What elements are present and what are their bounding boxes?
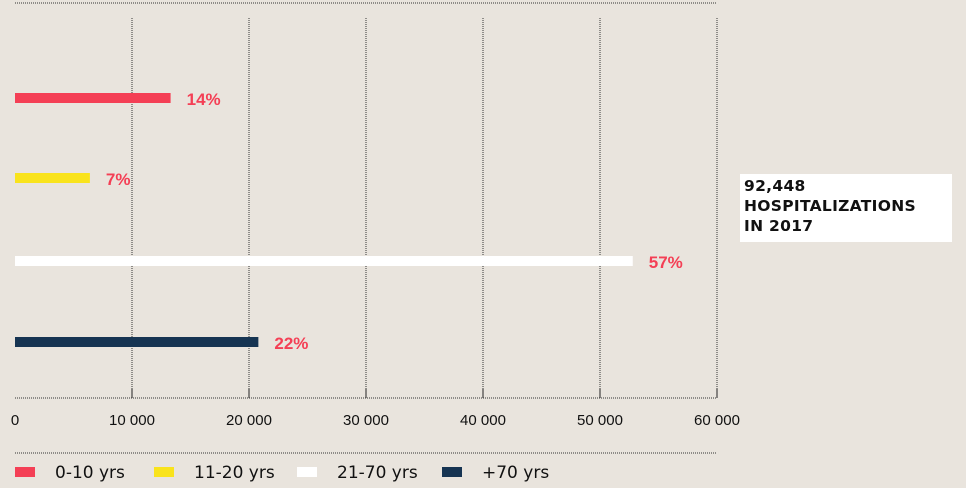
annotation-line-label: HOSPITALIZATIONS	[744, 197, 916, 215]
bar-data-label: 14%	[187, 90, 221, 109]
x-tick-label: 10 000	[109, 412, 155, 429]
legend-label: 21-70 yrs	[337, 463, 418, 483]
x-tick-label: 40 000	[460, 412, 506, 429]
data-labels: 14% 7% 57% 22%	[106, 90, 683, 353]
legend-label: +70 yrs	[482, 463, 549, 483]
x-tick-label: 20 000	[226, 412, 272, 429]
x-tick-label: 50 000	[577, 412, 623, 429]
x-tick-label: 60 000	[694, 412, 740, 429]
annotation-line-total: 92,448	[744, 177, 806, 195]
legend-swatch	[297, 467, 317, 477]
legend: 0-10 yrs 11-20 yrs 21-70 yrs +70 yrs	[15, 452, 717, 483]
legend-label: 11-20 yrs	[194, 463, 275, 483]
legend-swatch	[154, 467, 174, 477]
bar-data-label: 22%	[274, 334, 308, 353]
grid-lines	[15, 18, 718, 399]
bar	[15, 93, 171, 103]
legend-swatch	[15, 467, 35, 477]
bar	[15, 256, 633, 266]
legend-swatch	[442, 467, 462, 477]
bar-data-label: 57%	[649, 253, 683, 272]
x-tick-label: 0	[11, 412, 19, 429]
bars	[15, 93, 633, 347]
annotation-line-year: IN 2017	[744, 217, 814, 235]
legend-label: 0-10 yrs	[55, 463, 125, 483]
x-tick-label: 30 000	[343, 412, 389, 429]
bar	[15, 337, 259, 347]
x-axis-ticks: 0 10 000 20 000 30 000 40 000 50 000 60 000	[11, 412, 740, 429]
bar	[15, 173, 90, 183]
bar-data-label: 7%	[106, 170, 131, 189]
total-hospitalizations-annotation: 92,448 HOSPITALIZATIONS IN 2017	[740, 174, 952, 242]
